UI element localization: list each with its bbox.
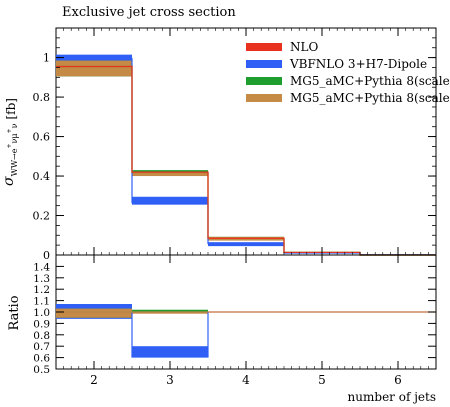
ratio-band-0-bin-3 <box>132 346 208 358</box>
legend-swatch-1 <box>246 60 282 68</box>
legend-swatch-3 <box>246 94 282 102</box>
main-panel: 0 0.2 0.4 0.6 0.8 1 <box>33 27 437 262</box>
ratio-xtick-label: 4 <box>242 373 250 387</box>
ratio-ytick-label: 0.9 <box>33 318 50 330</box>
main-ytick-label: 0 <box>43 249 50 262</box>
ratio-xtick-label: 6 <box>394 373 402 387</box>
x-axis-label: number of jets <box>348 390 436 404</box>
ratio-xtick-label: 3 <box>166 373 174 387</box>
ratio-ytick-label: 0.6 <box>33 353 50 365</box>
band-3-bin-2 <box>56 60 132 77</box>
legend-swatch-2 <box>246 77 282 85</box>
main-ytick-label: 0.8 <box>33 91 51 104</box>
ratio-ytick-label: 0.7 <box>33 341 50 353</box>
ratio-xtick-label: 5 <box>318 373 326 387</box>
chart-title: Exclusive jet cross section <box>62 5 236 20</box>
ylabel-sup1: + <box>6 143 13 148</box>
ratio-ytick-label: 0.8 <box>33 330 50 342</box>
main-ytick-label: 0.4 <box>33 170 51 183</box>
main-y-axis-label: σWW→e+νμ+ν[fb] <box>1 98 19 186</box>
legend-swatch-0 <box>246 43 282 51</box>
band-1-bin-3 <box>132 196 208 205</box>
legend-label-1: VBFNLO 3+H7-Dipole <box>289 57 427 71</box>
ratio-ytick-label: 1.2 <box>33 284 50 296</box>
ratio-y-axis-label: Ratio <box>7 295 22 330</box>
legend-label-3: MG5_aMC+Pythia 8(scale) <box>290 91 450 105</box>
ratio-xtick-label: 2 <box>90 373 98 387</box>
ratio-ytick-label: 1.3 <box>33 273 50 285</box>
ylabel-unit: [fb] <box>4 98 18 120</box>
ratio-vbfnlo-step <box>131 312 209 358</box>
ratio-ytick-label: 0.5 <box>33 364 50 376</box>
legend: NLO VBFNLO 3+H7-Dipole MG5_aMC+Pythia 8(sc… <box>246 40 450 105</box>
ratio-ytick-label: 1.4 <box>33 261 50 273</box>
ylabel-mid: νμ <box>10 133 19 143</box>
ylabel-sup2: + <box>6 128 13 133</box>
main-ytick-label: 0.2 <box>33 210 51 223</box>
ratio-band-2-bin-2 <box>56 308 132 318</box>
main-ytick-label: 0.6 <box>33 131 51 144</box>
band-3-bin-3 <box>132 172 208 177</box>
ylabel-main: σ <box>1 176 17 186</box>
ratio-panel: 0.50.60.70.80.91.01.11.21.31.4 2 3 4 5 6 <box>33 254 437 387</box>
ylabel-end: ν <box>10 123 19 128</box>
legend-label-0: NLO <box>290 40 318 54</box>
main-ytick-label: 1 <box>43 52 50 65</box>
legend-label-2: MG5_aMC+Pythia 8(scale+ <box>290 74 450 88</box>
ratio-ytick-label: 1.0 <box>33 307 50 319</box>
ylabel-sub: WW→e <box>10 148 19 176</box>
ratio-ytick-label: 1.1 <box>33 296 50 308</box>
